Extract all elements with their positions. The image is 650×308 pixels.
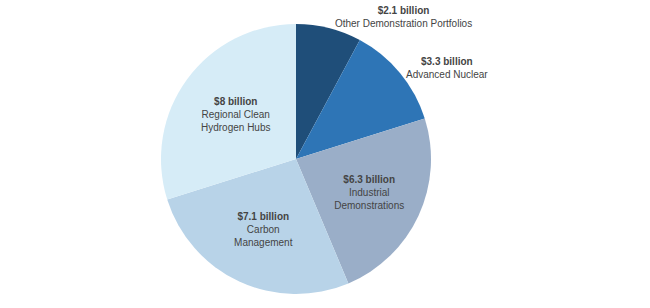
svg-text:$7.1 billionCarbonManagement: $7.1 billionCarbonManagement xyxy=(234,211,293,248)
svg-text:$8 billionRegional CleanHydrog: $8 billionRegional CleanHydrogen Hubs xyxy=(201,96,270,133)
svg-text:$6.3 billionIndustrialDemonstr: $6.3 billionIndustrialDemonstrations xyxy=(334,174,404,211)
svg-text:$3.3 billionAdvanced Nuclear: $3.3 billionAdvanced Nuclear xyxy=(406,56,488,80)
svg-text:$2.1 billionOther Demonstratio: $2.1 billionOther Demonstration Portfoli… xyxy=(335,5,472,29)
